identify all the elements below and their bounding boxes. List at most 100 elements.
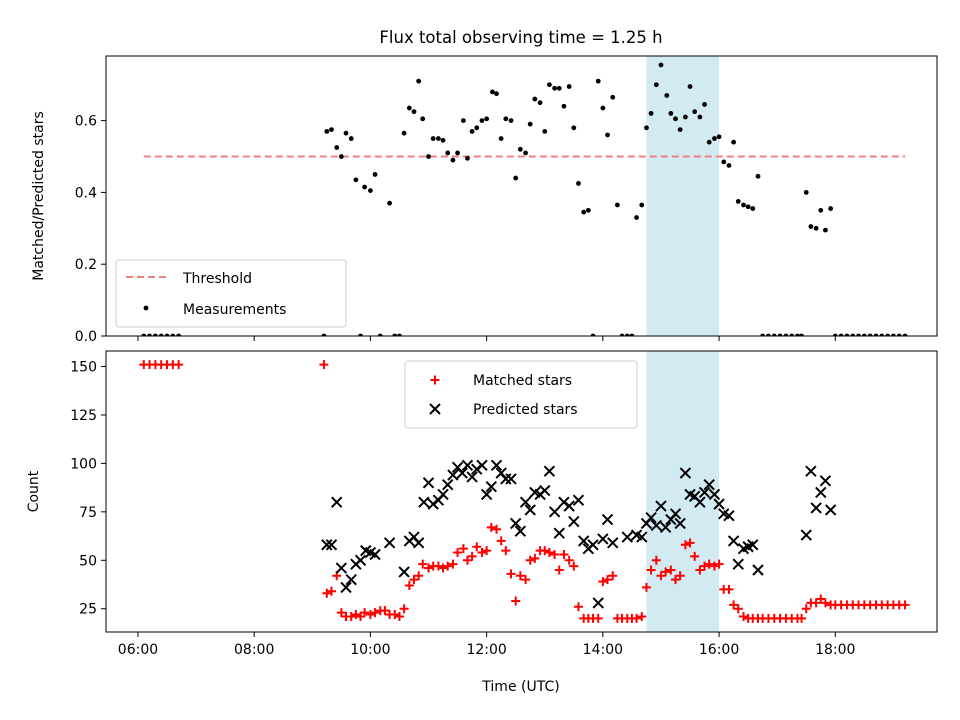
y-tick-label: 0.0 bbox=[75, 329, 97, 345]
y-axis-label: Count bbox=[26, 470, 42, 512]
plot-area bbox=[139, 360, 910, 623]
data-point bbox=[896, 333, 902, 336]
predicted-marker bbox=[345, 573, 357, 586]
matched-marker bbox=[515, 571, 525, 581]
predicted-marker bbox=[577, 535, 590, 547]
matched-marker bbox=[724, 584, 734, 594]
data-point bbox=[460, 118, 466, 124]
predicted-marker bbox=[800, 529, 812, 541]
predicted-marker bbox=[480, 488, 493, 501]
data-point bbox=[648, 111, 654, 116]
data-point bbox=[771, 333, 777, 336]
data-point bbox=[503, 116, 509, 122]
x-tick-label: 10:00 bbox=[350, 642, 390, 658]
x-tick-label: 16:00 bbox=[699, 642, 739, 658]
predicted-marker bbox=[485, 480, 497, 493]
data-point bbox=[329, 127, 334, 132]
predicted-marker bbox=[335, 562, 348, 574]
matched-marker bbox=[661, 567, 671, 577]
matched-marker bbox=[540, 546, 550, 556]
matched-marker bbox=[593, 613, 603, 623]
data-point bbox=[777, 333, 783, 336]
data-point bbox=[523, 150, 528, 156]
data-point bbox=[571, 125, 577, 131]
matched-marker bbox=[467, 551, 477, 561]
x-tick-label: 14:00 bbox=[583, 642, 623, 658]
matched-marker bbox=[174, 360, 184, 370]
data-point bbox=[484, 116, 490, 122]
predicted-marker bbox=[509, 517, 522, 530]
predicted-marker bbox=[553, 527, 565, 539]
data-point bbox=[397, 333, 402, 336]
data-point bbox=[712, 136, 717, 141]
data-point bbox=[861, 333, 867, 336]
data-point bbox=[673, 116, 678, 122]
matched-marker bbox=[472, 542, 482, 552]
x-tick-label: 18:00 bbox=[815, 642, 855, 658]
predicted-marker bbox=[422, 477, 435, 489]
data-point bbox=[436, 136, 441, 141]
legend-measurements-label: Measurements bbox=[183, 302, 286, 318]
predicted-marker bbox=[476, 459, 488, 472]
data-point bbox=[513, 175, 519, 181]
data-point bbox=[706, 139, 712, 145]
data-point bbox=[653, 82, 659, 88]
matched-marker bbox=[414, 571, 424, 581]
data-point bbox=[702, 102, 707, 107]
matched-marker bbox=[404, 580, 414, 590]
predicted-marker bbox=[694, 496, 706, 508]
data-point bbox=[614, 202, 620, 208]
data-point bbox=[844, 333, 850, 336]
matched-marker bbox=[709, 561, 719, 571]
axes-frame bbox=[105, 55, 938, 337]
y-tick-label: 125 bbox=[70, 408, 97, 424]
matched-marker bbox=[453, 548, 463, 558]
data-point bbox=[440, 137, 446, 143]
matched-marker bbox=[351, 610, 361, 620]
data-point bbox=[416, 78, 422, 84]
data-point bbox=[494, 91, 499, 97]
data-point bbox=[692, 109, 698, 115]
matched-marker bbox=[438, 563, 448, 573]
predicted-marker bbox=[441, 479, 454, 491]
matched-marker bbox=[360, 608, 370, 618]
matched-marker bbox=[714, 559, 724, 569]
matched-marker bbox=[424, 563, 434, 573]
data-point bbox=[682, 114, 688, 120]
data-point bbox=[760, 333, 766, 336]
data-point bbox=[561, 103, 567, 109]
matched-marker bbox=[900, 600, 910, 610]
matched-marker bbox=[394, 611, 404, 621]
matched-marker bbox=[492, 524, 502, 534]
predicted-marker bbox=[819, 475, 832, 487]
predicted-marker bbox=[447, 469, 459, 481]
matched-marker bbox=[409, 575, 419, 585]
predicted-marker bbox=[587, 539, 599, 551]
data-point bbox=[465, 155, 470, 161]
matched-marker bbox=[458, 544, 468, 554]
matched-marker bbox=[564, 555, 574, 565]
matched-marker bbox=[598, 577, 608, 587]
predicted-marker bbox=[810, 502, 822, 514]
data-point bbox=[629, 333, 635, 336]
predicted-marker bbox=[568, 515, 580, 528]
matched-marker bbox=[637, 611, 647, 621]
data-point bbox=[358, 333, 363, 336]
series-predicted-stars bbox=[321, 459, 837, 609]
observing-time-span bbox=[646, 56, 720, 336]
data-point bbox=[639, 202, 645, 208]
data-point bbox=[445, 150, 451, 156]
predicted-marker bbox=[429, 403, 441, 415]
predicted-marker bbox=[727, 535, 740, 547]
legend-threshold-label: Threshold bbox=[182, 271, 252, 287]
matched-marker bbox=[336, 608, 346, 618]
data-point bbox=[552, 85, 558, 91]
matched-marker bbox=[738, 611, 748, 621]
data-point bbox=[624, 333, 630, 336]
data-point bbox=[755, 173, 761, 179]
matched-marker bbox=[319, 360, 329, 370]
predicted-marker bbox=[805, 465, 817, 477]
matched-marker bbox=[685, 538, 695, 548]
data-point bbox=[750, 206, 756, 211]
matched-marker bbox=[365, 610, 375, 620]
